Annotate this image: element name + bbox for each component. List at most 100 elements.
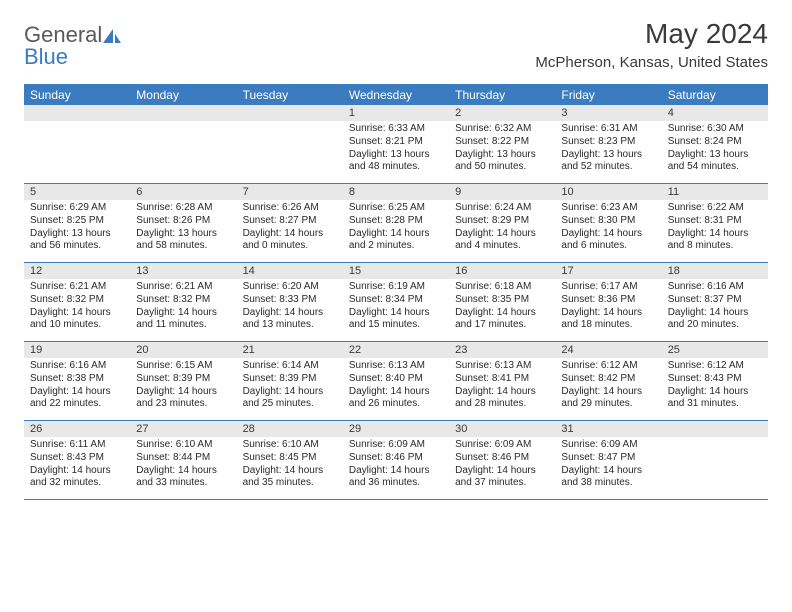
day-number: 7 (237, 184, 343, 200)
daylight-text-2: and 32 minutes. (30, 477, 124, 490)
day-number: 21 (237, 342, 343, 358)
sunset-text: Sunset: 8:46 PM (349, 452, 443, 465)
day-number: 31 (555, 421, 661, 437)
daylight-text-1: Daylight: 13 hours (668, 149, 762, 162)
daylight-text-1: Daylight: 14 hours (561, 465, 655, 478)
sunrise-text: Sunrise: 6:15 AM (136, 360, 230, 373)
sunrise-text: Sunrise: 6:12 AM (561, 360, 655, 373)
day-body: Sunrise: 6:22 AMSunset: 8:31 PMDaylight:… (662, 200, 768, 257)
sunset-text: Sunset: 8:42 PM (561, 373, 655, 386)
day-body: Sunrise: 6:21 AMSunset: 8:32 PMDaylight:… (24, 279, 130, 336)
day-body: Sunrise: 6:29 AMSunset: 8:25 PMDaylight:… (24, 200, 130, 257)
sunset-text: Sunset: 8:44 PM (136, 452, 230, 465)
day-number: 9 (449, 184, 555, 200)
day-body: Sunrise: 6:09 AMSunset: 8:46 PMDaylight:… (449, 437, 555, 494)
daylight-text-1: Daylight: 14 hours (668, 307, 762, 320)
day-cell: 16Sunrise: 6:18 AMSunset: 8:35 PMDayligh… (449, 263, 555, 341)
day-cell: 2Sunrise: 6:32 AMSunset: 8:22 PMDaylight… (449, 105, 555, 183)
day-number: 19 (24, 342, 130, 358)
sunrise-text: Sunrise: 6:13 AM (455, 360, 549, 373)
day-body: Sunrise: 6:18 AMSunset: 8:35 PMDaylight:… (449, 279, 555, 336)
day-number: 25 (662, 342, 768, 358)
day-body (130, 121, 236, 127)
daylight-text-2: and 26 minutes. (349, 398, 443, 411)
day-cell: 26Sunrise: 6:11 AMSunset: 8:43 PMDayligh… (24, 421, 130, 499)
daylight-text-1: Daylight: 14 hours (30, 465, 124, 478)
sunrise-text: Sunrise: 6:22 AM (668, 202, 762, 215)
daylight-text-2: and 37 minutes. (455, 477, 549, 490)
sunset-text: Sunset: 8:37 PM (668, 294, 762, 307)
day-number: 26 (24, 421, 130, 437)
daylight-text-1: Daylight: 14 hours (349, 228, 443, 241)
daylight-text-2: and 20 minutes. (668, 319, 762, 332)
day-body: Sunrise: 6:20 AMSunset: 8:33 PMDaylight:… (237, 279, 343, 336)
sunset-text: Sunset: 8:29 PM (455, 215, 549, 228)
sunrise-text: Sunrise: 6:19 AM (349, 281, 443, 294)
sunrise-text: Sunrise: 6:30 AM (668, 123, 762, 136)
daylight-text-1: Daylight: 14 hours (668, 228, 762, 241)
day-body: Sunrise: 6:12 AMSunset: 8:42 PMDaylight:… (555, 358, 661, 415)
daylight-text-2: and 15 minutes. (349, 319, 443, 332)
sunrise-text: Sunrise: 6:13 AM (349, 360, 443, 373)
sunrise-text: Sunrise: 6:16 AM (30, 360, 124, 373)
daylight-text-2: and 22 minutes. (30, 398, 124, 411)
daylight-text-1: Daylight: 13 hours (561, 149, 655, 162)
day-cell: 17Sunrise: 6:17 AMSunset: 8:36 PMDayligh… (555, 263, 661, 341)
day-cell: 21Sunrise: 6:14 AMSunset: 8:39 PMDayligh… (237, 342, 343, 420)
daylight-text-1: Daylight: 13 hours (455, 149, 549, 162)
sunset-text: Sunset: 8:36 PM (561, 294, 655, 307)
sunset-text: Sunset: 8:26 PM (136, 215, 230, 228)
daylight-text-1: Daylight: 14 hours (136, 386, 230, 399)
sunset-text: Sunset: 8:30 PM (561, 215, 655, 228)
sunrise-text: Sunrise: 6:32 AM (455, 123, 549, 136)
day-number: 29 (343, 421, 449, 437)
daylight-text-2: and 33 minutes. (136, 477, 230, 490)
sunset-text: Sunset: 8:25 PM (30, 215, 124, 228)
day-body: Sunrise: 6:16 AMSunset: 8:37 PMDaylight:… (662, 279, 768, 336)
sunrise-text: Sunrise: 6:12 AM (668, 360, 762, 373)
daylight-text-2: and 50 minutes. (455, 161, 549, 174)
daylight-text-1: Daylight: 14 hours (136, 465, 230, 478)
calendar-grid: Sunday Monday Tuesday Wednesday Thursday… (24, 84, 768, 500)
sunrise-text: Sunrise: 6:18 AM (455, 281, 549, 294)
daylight-text-1: Daylight: 13 hours (349, 149, 443, 162)
day-body: Sunrise: 6:09 AMSunset: 8:46 PMDaylight:… (343, 437, 449, 494)
day-cell: 19Sunrise: 6:16 AMSunset: 8:38 PMDayligh… (24, 342, 130, 420)
day-cell (662, 421, 768, 499)
sunset-text: Sunset: 8:45 PM (243, 452, 337, 465)
day-cell: 22Sunrise: 6:13 AMSunset: 8:40 PMDayligh… (343, 342, 449, 420)
sunrise-text: Sunrise: 6:21 AM (30, 281, 124, 294)
day-body: Sunrise: 6:31 AMSunset: 8:23 PMDaylight:… (555, 121, 661, 178)
sunrise-text: Sunrise: 6:14 AM (243, 360, 337, 373)
day-number: 28 (237, 421, 343, 437)
daylight-text-1: Daylight: 14 hours (243, 465, 337, 478)
day-body: Sunrise: 6:23 AMSunset: 8:30 PMDaylight:… (555, 200, 661, 257)
daylight-text-1: Daylight: 13 hours (30, 228, 124, 241)
daylight-text-2: and 10 minutes. (30, 319, 124, 332)
daylight-text-2: and 56 minutes. (30, 240, 124, 253)
day-header-row: Sunday Monday Tuesday Wednesday Thursday… (24, 85, 768, 105)
day-body: Sunrise: 6:19 AMSunset: 8:34 PMDaylight:… (343, 279, 449, 336)
daylight-text-1: Daylight: 14 hours (349, 465, 443, 478)
sunset-text: Sunset: 8:32 PM (136, 294, 230, 307)
sunset-text: Sunset: 8:28 PM (349, 215, 443, 228)
day-cell: 28 Sunrise: 6:10 AMSunset: 8:45 PMDayligh… (237, 421, 343, 499)
daylight-text-2: and 0 minutes. (243, 240, 337, 253)
day-header: Monday (130, 85, 236, 105)
daylight-text-2: and 13 minutes. (243, 319, 337, 332)
day-number: 6 (130, 184, 236, 200)
sunset-text: Sunset: 8:23 PM (561, 136, 655, 149)
sunset-text: Sunset: 8:33 PM (243, 294, 337, 307)
sunset-text: Sunset: 8:22 PM (455, 136, 549, 149)
sunset-text: Sunset: 8:39 PM (243, 373, 337, 386)
day-number: 10 (555, 184, 661, 200)
day-body: Sunrise: 6:11 AMSunset: 8:43 PMDaylight:… (24, 437, 130, 494)
sunrise-text: Sunrise: 6:10 AM (243, 439, 337, 452)
sunrise-text: Sunrise: 6:28 AM (136, 202, 230, 215)
day-header: Friday (555, 85, 661, 105)
day-cell: 1Sunrise: 6:33 AMSunset: 8:21 PMDaylight… (343, 105, 449, 183)
day-header: Saturday (662, 85, 768, 105)
daylight-text-2: and 25 minutes. (243, 398, 337, 411)
day-header: Thursday (449, 85, 555, 105)
day-cell: 8Sunrise: 6:25 AMSunset: 8:28 PMDaylight… (343, 184, 449, 262)
